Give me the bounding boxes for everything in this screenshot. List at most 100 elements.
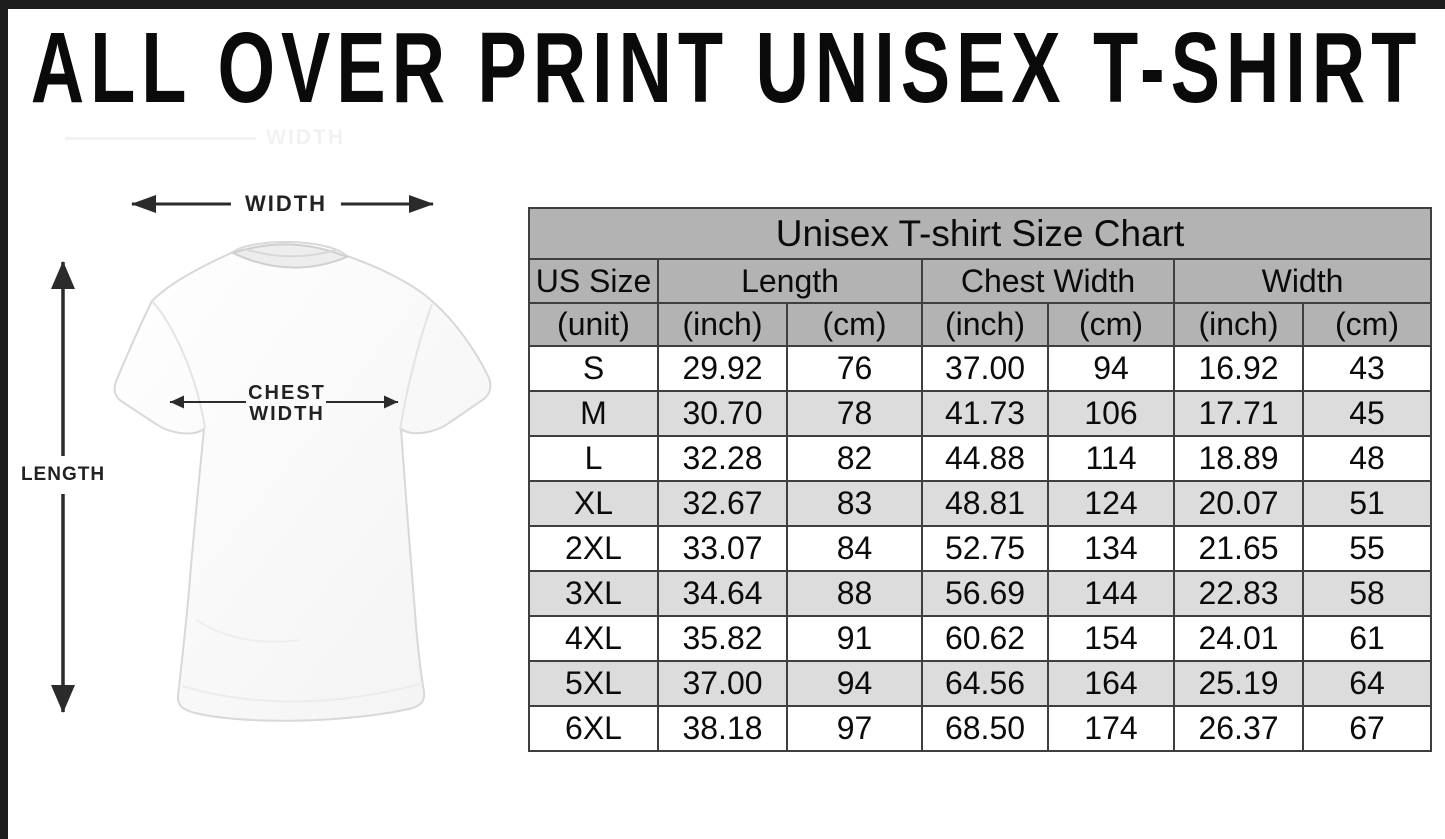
size-cell-length_in: 38.18 <box>657 705 788 752</box>
size-cell-length_in: 34.64 <box>657 570 788 617</box>
size-cell-length_cm: 91 <box>786 615 923 662</box>
tshirt-measurement-diagram: WIDTH LENGTH CHEST WIDTH <box>0 120 525 785</box>
size-cell-chest_in: 41.73 <box>921 390 1049 437</box>
size-row: 6XL 38.18 97 68.50 174 26.37 67 <box>528 705 1433 752</box>
size-cell-length_cm: 84 <box>786 525 923 572</box>
size-chart-unit-row: (unit) (inch) (cm) (inch) (cm) (inch) (c… <box>528 302 1433 347</box>
size-cell-chest_cm: 114 <box>1047 435 1175 482</box>
size-cell-chest_in: 64.56 <box>921 660 1049 707</box>
size-cell-length_in: 35.82 <box>657 615 788 662</box>
size-cell-length_in: 32.28 <box>657 435 788 482</box>
length-arrow-label: LENGTH <box>17 456 109 494</box>
size-cell-length_cm: 76 <box>786 345 923 392</box>
unit-cell: (cm) <box>1301 302 1433 347</box>
tshirt-graphic <box>51 195 492 722</box>
size-cell-width_in: 18.89 <box>1173 435 1304 482</box>
size-cell-chest_cm: 154 <box>1047 615 1175 662</box>
size-row: S 29.92 76 37.00 94 16.92 43 <box>528 345 1433 392</box>
size-cell-length_in: 29.92 <box>657 345 788 392</box>
size-cell-size: XL <box>528 480 659 527</box>
size-cell-width_in: 22.83 <box>1173 570 1304 617</box>
size-row: 4XL 35.82 91 60.62 154 24.01 61 <box>528 615 1433 662</box>
unit-cell: (inch) <box>1173 302 1304 347</box>
size-cell-length_in: 33.07 <box>657 525 788 572</box>
size-row: XL 32.67 83 48.81 124 20.07 51 <box>528 480 1433 527</box>
chest-width-arrow-label: CHEST WIDTH <box>248 383 326 425</box>
size-cell-width_in: 25.19 <box>1173 660 1304 707</box>
size-cell-width_cm: 58 <box>1301 570 1433 617</box>
size-cell-chest_in: 48.81 <box>921 480 1049 527</box>
size-cell-size: S <box>528 345 659 392</box>
size-cell-width_in: 16.92 <box>1173 345 1304 392</box>
size-cell-chest_cm: 106 <box>1047 390 1175 437</box>
unit-cell: (cm) <box>1047 302 1175 347</box>
size-cell-chest_cm: 134 <box>1047 525 1175 572</box>
size-cell-length_cm: 82 <box>786 435 923 482</box>
size-cell-size: 5XL <box>528 660 659 707</box>
size-row: 2XL 33.07 84 52.75 134 21.65 55 <box>528 525 1433 572</box>
unit-cell: (inch) <box>921 302 1049 347</box>
size-chart-title-row: Unisex T-shirt Size Chart <box>527 207 1433 260</box>
col-header-us-size: US Size <box>528 258 659 304</box>
chest-label-line2: WIDTH <box>249 403 325 425</box>
size-cell-width_cm: 67 <box>1301 705 1433 752</box>
size-cell-size: 2XL <box>528 525 659 572</box>
col-header-length: Length <box>657 258 923 304</box>
unit-cell: (unit) <box>528 302 659 347</box>
unit-cell: (inch) <box>657 302 788 347</box>
frame-left-border <box>0 0 8 839</box>
size-cell-length_cm: 88 <box>786 570 923 617</box>
frame-top-border <box>0 0 1445 9</box>
size-cell-width_in: 17.71 <box>1173 390 1304 437</box>
size-cell-length_cm: 97 <box>786 705 923 752</box>
size-cell-width_cm: 48 <box>1301 435 1433 482</box>
size-row: L 32.28 82 44.88 114 18.89 48 <box>528 435 1433 482</box>
size-cell-chest_in: 56.69 <box>921 570 1049 617</box>
size-row: 5XL 37.00 94 64.56 164 25.19 64 <box>528 660 1433 707</box>
size-row: 3XL 34.64 88 56.69 144 22.83 58 <box>528 570 1433 617</box>
size-chart-header-row: US Size Length Chest Width Width <box>528 258 1433 304</box>
size-cell-chest_in: 60.62 <box>921 615 1049 662</box>
size-cell-width_in: 21.65 <box>1173 525 1304 572</box>
size-cell-chest_cm: 164 <box>1047 660 1175 707</box>
width-arrow-label: WIDTH <box>230 189 342 219</box>
size-cell-width_in: 26.37 <box>1173 705 1304 752</box>
tshirt-image <box>113 241 492 722</box>
size-cell-width_cm: 55 <box>1301 525 1433 572</box>
size-cell-chest_in: 37.00 <box>921 345 1049 392</box>
size-cell-length_cm: 94 <box>786 660 923 707</box>
unit-cell: (cm) <box>786 302 923 347</box>
size-cell-size: 4XL <box>528 615 659 662</box>
size-cell-chest_in: 52.75 <box>921 525 1049 572</box>
size-cell-width_in: 20.07 <box>1173 480 1304 527</box>
col-header-width: Width <box>1172 258 1433 304</box>
size-cell-width_cm: 43 <box>1301 345 1433 392</box>
chest-label-line1: CHEST <box>248 382 326 404</box>
size-cell-chest_cm: 144 <box>1047 570 1175 617</box>
size-cell-width_cm: 64 <box>1301 660 1433 707</box>
size-cell-size: M <box>528 390 659 437</box>
size-cell-size: 3XL <box>528 570 659 617</box>
size-cell-chest_cm: 94 <box>1047 345 1175 392</box>
size-cell-size: L <box>528 435 659 482</box>
size-cell-chest_in: 44.88 <box>921 435 1049 482</box>
size-cell-chest_in: 68.50 <box>921 705 1049 752</box>
size-cell-length_cm: 83 <box>786 480 923 527</box>
size-cell-length_in: 30.70 <box>657 390 788 437</box>
size-cell-length_cm: 78 <box>786 390 923 437</box>
size-cell-width_cm: 61 <box>1301 615 1433 662</box>
size-cell-width_in: 24.01 <box>1173 615 1304 662</box>
size-cell-chest_cm: 174 <box>1047 705 1175 752</box>
size-cell-size: 6XL <box>528 705 659 752</box>
col-header-chest-width: Chest Width <box>921 258 1175 304</box>
size-cell-length_in: 32.67 <box>657 480 788 527</box>
size-chart-title: Unisex T-shirt Size Chart <box>527 207 1433 260</box>
size-cell-chest_cm: 124 <box>1047 480 1175 527</box>
size-chart-table: Unisex T-shirt Size Chart US Size Length… <box>527 207 1433 752</box>
size-cell-width_cm: 45 <box>1301 390 1433 437</box>
size-table-body: S 29.92 76 37.00 94 16.92 43 M 30.70 78 41.73 106 17… <box>528 345 1433 752</box>
size-row: M 30.70 78 41.73 106 17.71 45 <box>528 390 1433 437</box>
size-cell-width_cm: 51 <box>1301 480 1433 527</box>
page-title: ALL OVER PRINT UNISEX T-SHIRT <box>30 11 1423 124</box>
